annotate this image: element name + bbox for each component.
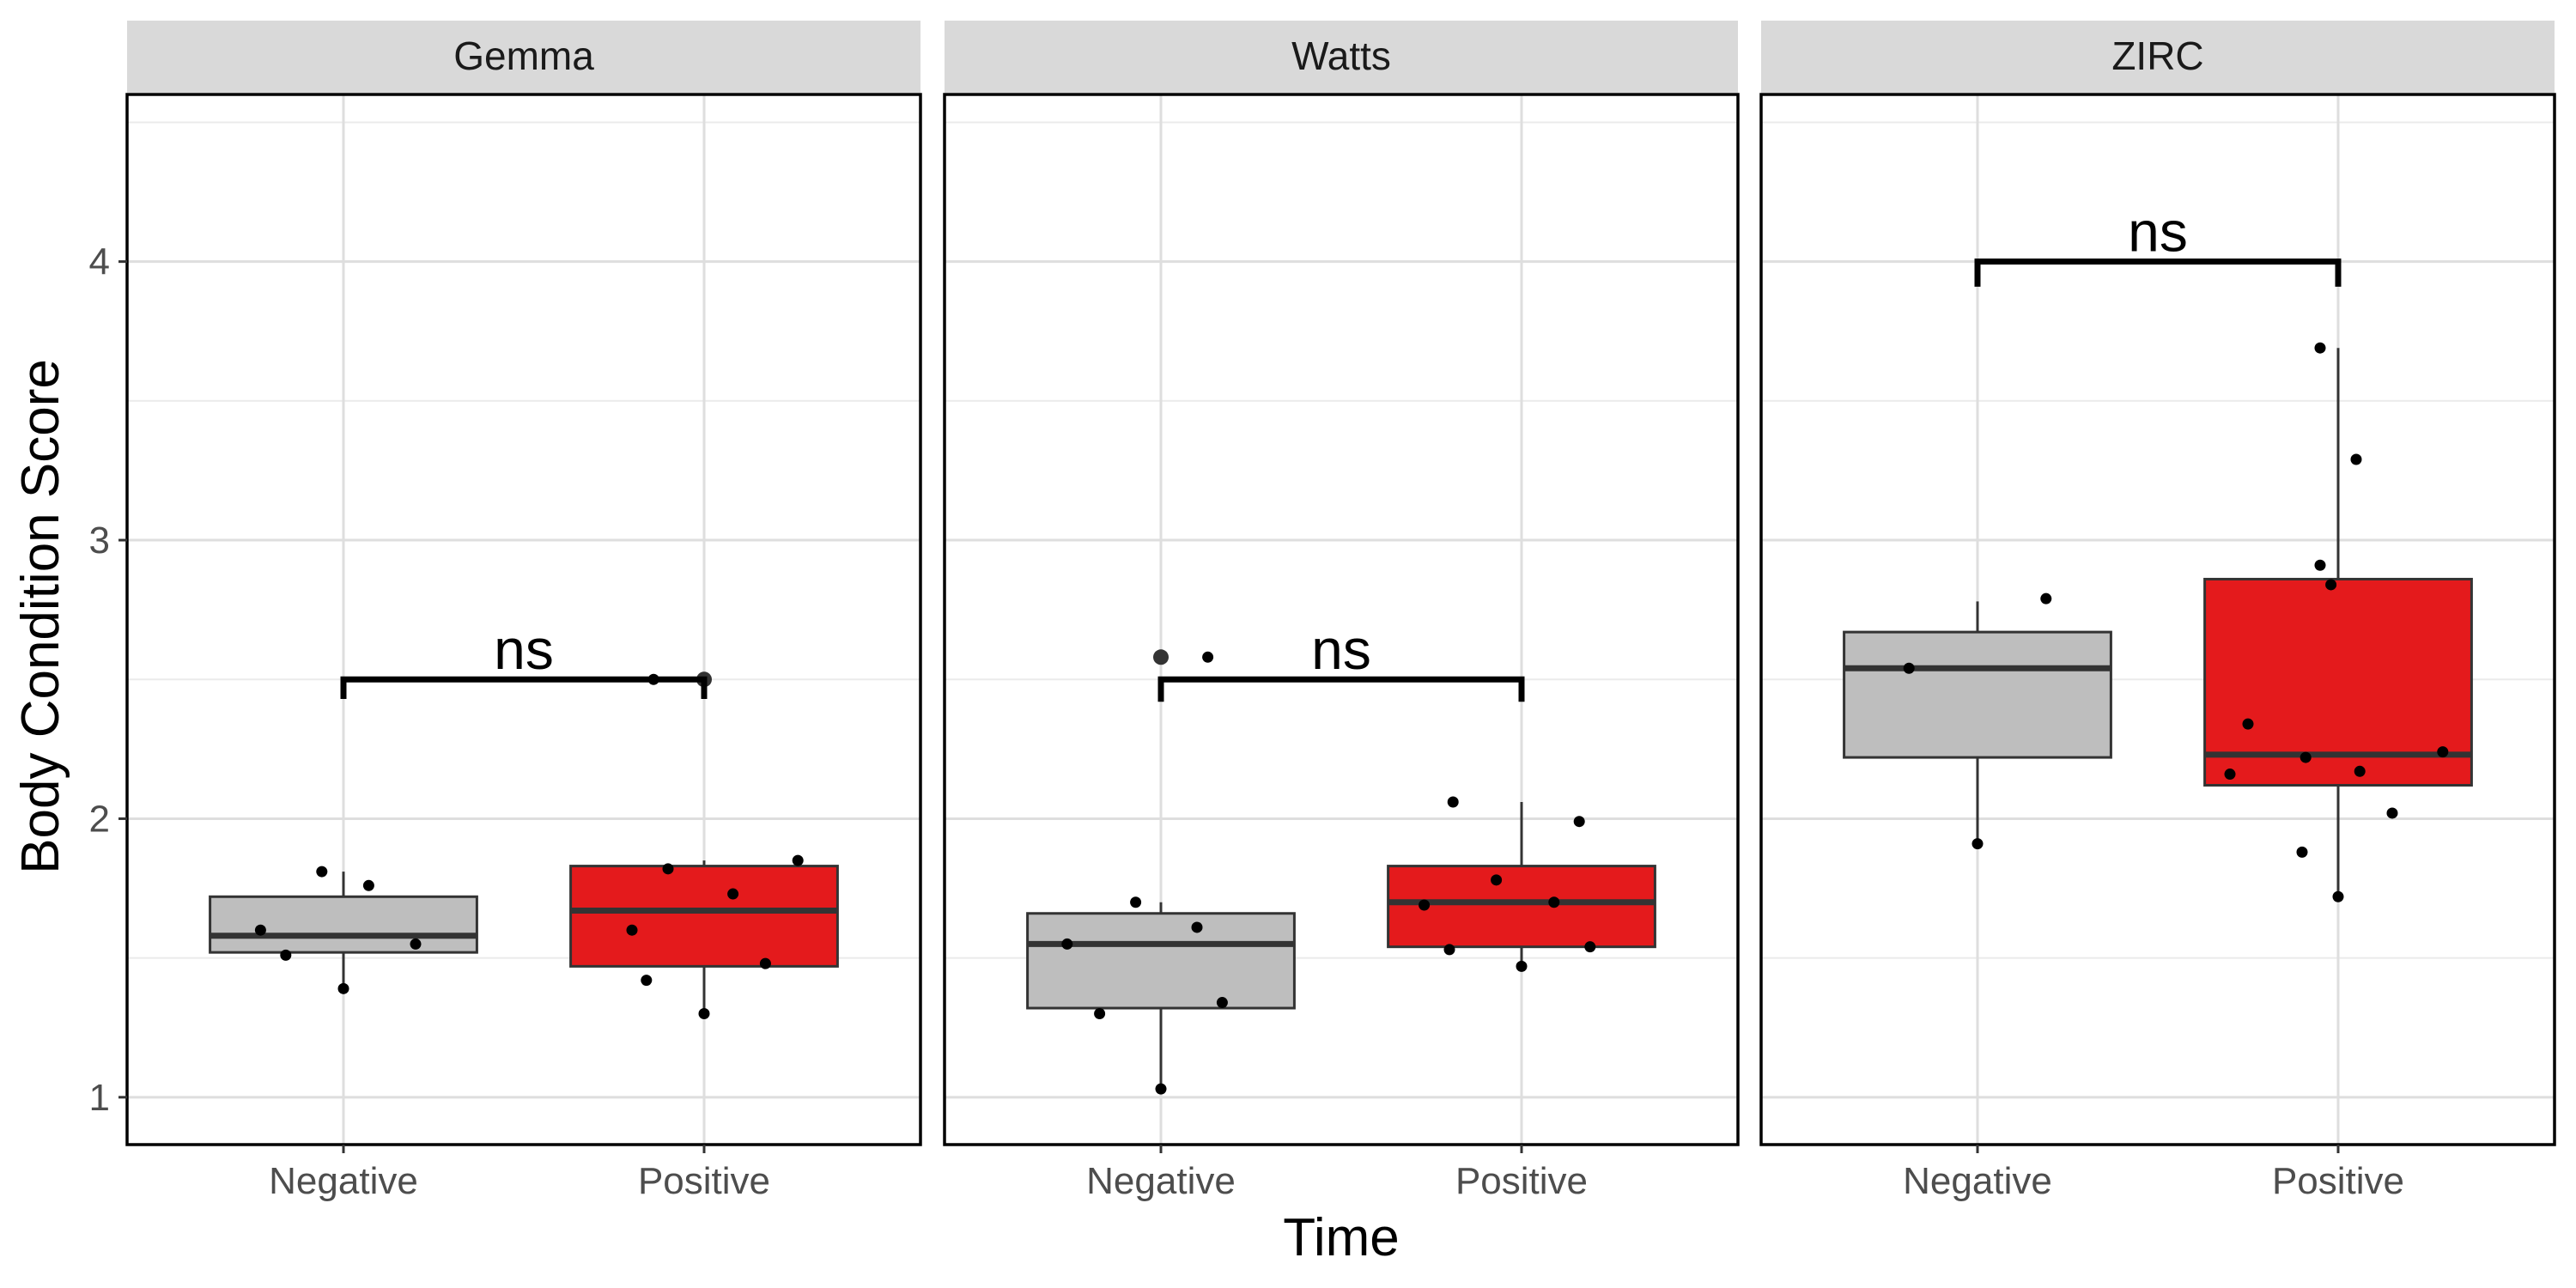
data-point bbox=[2354, 765, 2366, 777]
data-point bbox=[337, 982, 349, 994]
data-point bbox=[1061, 938, 1073, 950]
y-tick-label: 3 bbox=[89, 519, 110, 562]
data-point bbox=[1573, 816, 1585, 828]
data-point bbox=[1548, 896, 1560, 908]
box-body bbox=[1026, 912, 1296, 1010]
data-point bbox=[2242, 718, 2254, 730]
x-tick-label: Positive bbox=[2272, 1160, 2404, 1202]
data-point bbox=[698, 1008, 710, 1020]
y-tick-label: 2 bbox=[89, 798, 110, 840]
data-point bbox=[1094, 1008, 1106, 1020]
box-positive bbox=[1387, 801, 1656, 967]
significance-bracket bbox=[340, 676, 708, 699]
data-point bbox=[2325, 579, 2337, 591]
data-point bbox=[1216, 997, 1228, 1009]
box-body bbox=[2203, 577, 2473, 787]
x-tick-label: Negative bbox=[1086, 1160, 1236, 1202]
y-tick-label: 4 bbox=[89, 241, 110, 283]
facet-strip-label: Gemma bbox=[453, 33, 594, 78]
box-positive bbox=[2203, 348, 2473, 897]
data-point bbox=[2437, 746, 2449, 758]
significance-bracket bbox=[1157, 676, 1525, 702]
data-point bbox=[2332, 890, 2344, 902]
facet-strip bbox=[127, 21, 920, 93]
panel-border bbox=[125, 93, 922, 1146]
significance-bracket bbox=[1974, 258, 2342, 287]
box-negative bbox=[209, 872, 478, 989]
x-tick-label: Positive bbox=[638, 1160, 770, 1202]
data-point bbox=[316, 866, 328, 878]
data-point bbox=[410, 938, 422, 950]
box-negative bbox=[1843, 601, 2112, 844]
significance-label: ns bbox=[494, 617, 554, 681]
data-point bbox=[2314, 559, 2326, 571]
box-body bbox=[209, 895, 478, 954]
facet-panel-gemma: Gemma ns Negative Positive bbox=[125, 21, 922, 1202]
facet-strip bbox=[945, 21, 1738, 93]
outlier-point bbox=[1153, 649, 1169, 665]
y-axis-title: Body Condition Score bbox=[11, 359, 70, 874]
x-tick-label: Negative bbox=[269, 1160, 418, 1202]
panel-border bbox=[1759, 93, 2556, 1146]
y-axis: 1 2 3 4 bbox=[89, 241, 127, 1119]
x-axis-title: Time bbox=[1283, 1208, 1399, 1267]
data-point bbox=[1584, 941, 1596, 953]
data-point bbox=[727, 888, 739, 900]
data-point bbox=[2296, 846, 2308, 858]
facet-panel-watts: Watts ns Negative Positive bbox=[943, 21, 1740, 1202]
data-point bbox=[759, 957, 771, 969]
data-point bbox=[2224, 769, 2236, 781]
data-point bbox=[1191, 921, 1203, 933]
data-point bbox=[1419, 899, 1431, 911]
data-point bbox=[1491, 874, 1503, 886]
facet-strip-label: Watts bbox=[1291, 33, 1391, 78]
data-point bbox=[2314, 342, 2326, 354]
data-point bbox=[1202, 651, 1214, 663]
data-point bbox=[1516, 960, 1528, 972]
data-point bbox=[1971, 838, 1984, 850]
data-point bbox=[641, 975, 653, 987]
data-point bbox=[792, 854, 804, 866]
data-point bbox=[1155, 1083, 1167, 1095]
x-tick-label: Negative bbox=[1903, 1160, 2052, 1202]
significance-label: ns bbox=[1311, 617, 1371, 681]
box-positive bbox=[569, 671, 839, 1014]
panel-background bbox=[127, 94, 920, 1145]
data-point bbox=[2040, 592, 2052, 605]
data-point bbox=[2386, 807, 2398, 819]
y-tick-label: 1 bbox=[89, 1077, 110, 1119]
facet-strip-label: ZIRC bbox=[2111, 33, 2203, 78]
data-point bbox=[1443, 944, 1455, 956]
facet-strip bbox=[1761, 21, 2555, 93]
box-body bbox=[1387, 865, 1656, 949]
data-point bbox=[1130, 896, 1142, 908]
significance-label: ns bbox=[2128, 200, 2188, 264]
facet-panel-zirc: ZIRC ns Negative Positive bbox=[1759, 21, 2556, 1202]
data-point bbox=[2300, 751, 2312, 763]
box-body bbox=[1843, 630, 2112, 759]
data-point bbox=[1903, 662, 1915, 674]
data-point bbox=[626, 924, 638, 936]
x-tick-label: Positive bbox=[1455, 1160, 1588, 1202]
data-point bbox=[280, 949, 292, 961]
box-body bbox=[569, 865, 839, 968]
data-point bbox=[362, 879, 374, 891]
data-point bbox=[254, 924, 266, 936]
facet-panels: Gemma ns Negative Positive Watts ns Negative Po… bbox=[125, 21, 2556, 1202]
data-point bbox=[662, 863, 674, 875]
data-point bbox=[1447, 796, 1459, 808]
panel-border bbox=[943, 93, 1740, 1146]
data-point bbox=[2350, 453, 2362, 465]
